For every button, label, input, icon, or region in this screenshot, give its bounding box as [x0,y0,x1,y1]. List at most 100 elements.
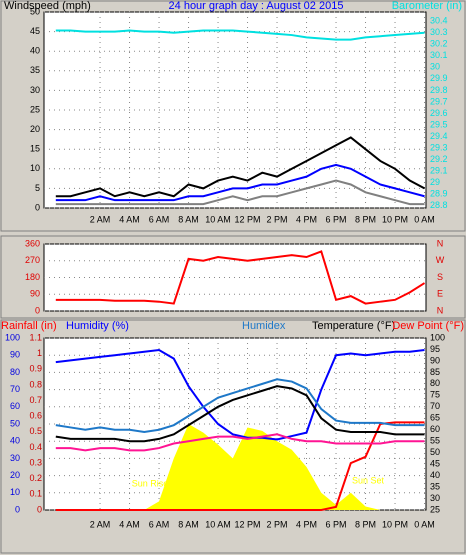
legend-humidity: Humidity (%) [66,320,129,332]
y-tick-label: 90 [10,350,20,360]
y-tick-label: 15 [30,144,40,154]
y-tick-label: 100 [5,332,20,342]
y2-tick-label: 28.9 [430,189,448,199]
legend-dew-point: Dew Point (°F) [392,320,464,332]
y3-tick-label: 40 [430,470,440,480]
x-tick-label: 10 AM [205,214,231,224]
y3-tick-label: 30 [430,493,440,503]
y2-tick-label: 30.1 [430,50,448,60]
y2-axis-label: Barometer (in) [392,0,462,12]
x-tick-label: 6 AM [149,519,170,529]
x-tick-label: 2 PM [267,214,288,224]
x-tick-label: 4 PM [296,519,317,529]
x-tick-label: 2 AM [90,214,111,224]
y-tick-label: 20 [30,124,40,134]
y2-tick-label: 30.4 [430,16,448,26]
y-tick-label: 70 [10,384,20,394]
y2-tick-label: 29.4 [430,131,448,141]
x-tick-label: 10 PM [382,214,408,224]
x-tick-label: 10 AM [205,519,231,529]
y-tick-label: 180 [25,272,40,282]
x-tick-label: 2 PM [267,519,288,529]
y2-tick-label: N [437,305,444,315]
y-tick-label: 80 [10,367,20,377]
y3-tick-label: 90 [430,355,440,365]
y-tick-label: 0 [35,202,40,212]
line [55,29,425,41]
y3-tick-label: 45 [430,459,440,469]
y-tick-label: 0 [15,504,20,514]
y2-tick-label: 0.5 [29,426,42,436]
x-tick-label: 6 PM [326,214,347,224]
y3-tick-label: 70 [430,401,440,411]
y2-tick-label: 0.9 [29,364,42,374]
y2-tick-label: 29.2 [430,154,448,164]
y2-tick-label: 0.1 [29,489,42,499]
y-tick-label: 270 [25,255,40,265]
y2-tick-label: 0.7 [29,395,42,405]
x-tick-label: 4 AM [119,519,140,529]
y2-tick-label: 30.3 [430,27,448,37]
y3-tick-label: 50 [430,447,440,457]
x-tick-label: 8 PM [355,214,376,224]
y2-tick-label: 29.3 [430,142,448,152]
x-tick-label: 8 AM [178,214,199,224]
y-tick-label: 25 [30,104,40,114]
y2-tick-label: S [437,272,443,282]
y-tick-label: 90 [30,289,40,299]
y-tick-label: 10 [30,163,40,173]
y-tick-label: 30 [30,85,40,95]
y2-tick-label: 0 [37,504,42,514]
y-tick-label: 360 [25,238,40,248]
legend-humidex: Humidex [242,320,286,332]
x-tick-label: 8 PM [355,519,376,529]
y3-tick-label: 65 [430,413,440,423]
y-tick-label: 35 [30,65,40,75]
line [55,136,425,198]
y-tick-label: 45 [30,26,40,36]
chart-title: 24 hour graph day : August 02 2015 [169,0,344,12]
y-axis-label: Windspeed (mph) [4,0,91,12]
y-tick-label: 50 [10,418,20,428]
y2-tick-label: 29.9 [430,73,448,83]
legend-rainfall: Rainfall (in) [1,320,57,332]
y-tick-label: 20 [10,470,20,480]
line [55,433,425,452]
y2-tick-label: 28.8 [430,200,448,210]
y-tick-label: 30 [10,453,20,463]
line [55,385,425,443]
y3-tick-label: 75 [430,390,440,400]
y-tick-label: 40 [30,46,40,56]
x-tick-label: 12 PM [235,519,261,529]
y2-tick-label: 0.6 [29,411,42,421]
line [55,349,425,441]
y3-tick-label: 95 [430,344,440,354]
line [55,163,425,202]
y-tick-label: 50 [30,6,40,16]
line [55,179,425,206]
y-tick-label: 5 [35,183,40,193]
x-tick-label: 4 PM [296,214,317,224]
y-tick-label: 60 [10,401,20,411]
x-tick-label: 12 PM [235,214,261,224]
y3-tick-label: 60 [430,424,440,434]
y2-tick-label: 29.1 [430,165,448,175]
y2-tick-label: 29.7 [430,96,448,106]
y2-tick-label: 0.8 [29,379,42,389]
line [55,250,426,305]
y3-tick-label: 100 [430,332,445,342]
y2-tick-label: 0.2 [29,473,42,483]
line [55,378,425,434]
y2-tick-label: W [436,255,445,265]
y2-tick-label: 29.8 [430,85,448,95]
y2-tick-label: N [437,238,444,248]
y2-tick-label: 1.1 [29,332,42,342]
x-tick-label: 0 AM [414,519,435,529]
y-tick-label: 40 [10,436,20,446]
legend-temperature: Temperature (°F) [312,320,395,332]
y2-tick-label: E [437,289,443,299]
annotation: Sun Set [352,475,385,485]
y3-tick-label: 80 [430,378,440,388]
y2-tick-label: 0.4 [29,442,42,452]
